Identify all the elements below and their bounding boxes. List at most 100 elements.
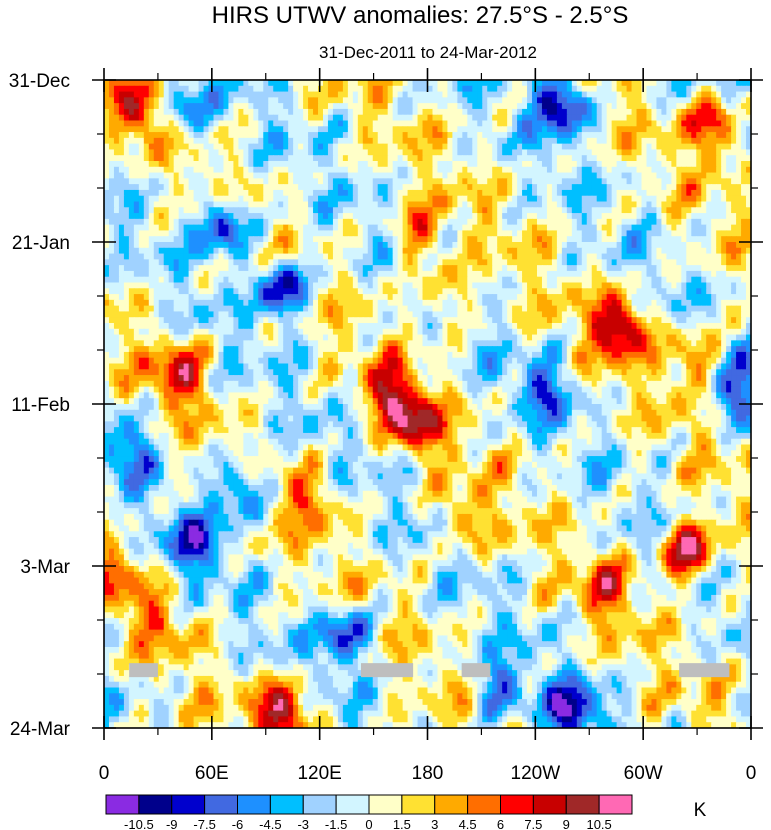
field-cell — [726, 294, 732, 301]
field-cell — [541, 149, 548, 156]
field-cell — [128, 294, 135, 301]
field-cell — [273, 201, 279, 208]
field-cell — [308, 236, 314, 243]
field-cell — [268, 120, 274, 127]
field-cell — [721, 91, 727, 98]
field-cell — [671, 108, 677, 116]
field-cell — [407, 282, 414, 289]
field-cell — [606, 201, 613, 208]
field-cell — [218, 178, 225, 185]
field-cell — [472, 230, 478, 237]
field-cell — [517, 103, 523, 110]
field-cell — [382, 270, 389, 278]
field-cell — [283, 259, 289, 266]
field-cell — [238, 97, 244, 104]
field-cell — [397, 265, 404, 272]
field-cell — [148, 103, 155, 110]
field-cell — [606, 236, 613, 243]
field-cell — [173, 230, 180, 237]
field-cell — [651, 242, 658, 249]
field-cell — [377, 265, 384, 272]
field-cell — [193, 224, 200, 232]
field-cell — [223, 178, 230, 185]
field-cell — [238, 108, 244, 116]
field-cell — [362, 166, 369, 174]
field-cell — [118, 155, 125, 162]
field-cell — [188, 265, 195, 272]
field-cell — [522, 236, 528, 243]
field-cell — [651, 91, 658, 98]
field-cell — [581, 230, 588, 237]
field-cell — [332, 155, 339, 162]
field-cell — [457, 276, 463, 284]
field-cell — [631, 161, 638, 168]
field-cell — [397, 236, 404, 243]
field-cell — [527, 103, 533, 110]
field-cell — [532, 213, 538, 220]
field-cell — [571, 178, 578, 185]
field-cell — [517, 85, 523, 93]
field-cell — [313, 224, 319, 232]
field-cell — [313, 126, 319, 133]
field-cell — [238, 184, 244, 191]
field-cell — [422, 189, 429, 197]
field-cell — [536, 253, 543, 260]
field-cell — [113, 218, 120, 226]
field-cell — [616, 184, 623, 191]
field-cell — [248, 178, 254, 185]
field-cell — [357, 166, 364, 174]
field-cell — [626, 247, 633, 255]
field-cell — [308, 299, 314, 307]
field-cell — [746, 242, 751, 249]
field-cell — [337, 137, 344, 145]
field-cell — [138, 91, 145, 98]
field-cell — [138, 161, 145, 168]
field-cell — [721, 126, 727, 133]
field-cell — [706, 236, 712, 243]
field-cell — [711, 242, 717, 249]
field-cell — [113, 265, 120, 272]
field-cell — [248, 155, 254, 162]
field-cell — [372, 282, 379, 289]
field-cell — [641, 276, 648, 284]
field-cell — [417, 80, 424, 87]
field-cell — [198, 184, 205, 191]
field-cell — [273, 265, 279, 272]
field-cell — [397, 213, 404, 220]
field-cell — [676, 236, 682, 243]
field-cell — [736, 91, 742, 98]
field-cell — [422, 155, 429, 162]
field-cell — [676, 108, 682, 116]
field-cell — [313, 294, 319, 301]
field-cell — [606, 178, 613, 185]
field-cell — [258, 120, 264, 127]
field-cell — [173, 149, 180, 156]
field-cell — [581, 282, 588, 289]
field-cell — [447, 236, 453, 243]
field-cell — [417, 137, 424, 145]
field-cell — [601, 143, 608, 151]
field-cell — [507, 155, 513, 162]
field-cell — [337, 236, 344, 243]
field-cell — [268, 114, 274, 122]
field-cell — [173, 270, 180, 278]
field-cell — [676, 126, 682, 133]
field-cell — [641, 143, 648, 151]
field-cell — [313, 143, 319, 151]
field-cell — [133, 108, 140, 116]
field-cell — [741, 103, 747, 110]
field-cell — [308, 126, 314, 133]
field-cell — [606, 91, 613, 98]
field-cell — [711, 126, 717, 133]
field-cell — [332, 166, 339, 174]
field-cell — [711, 195, 717, 203]
field-cell — [402, 97, 409, 104]
field-cell — [367, 80, 374, 87]
field-cell — [532, 161, 538, 168]
field-cell — [213, 166, 220, 174]
field-cell — [736, 120, 742, 127]
field-cell — [178, 172, 185, 179]
field-cell — [163, 270, 170, 278]
field-cell — [596, 132, 603, 139]
field-cell — [298, 172, 304, 179]
